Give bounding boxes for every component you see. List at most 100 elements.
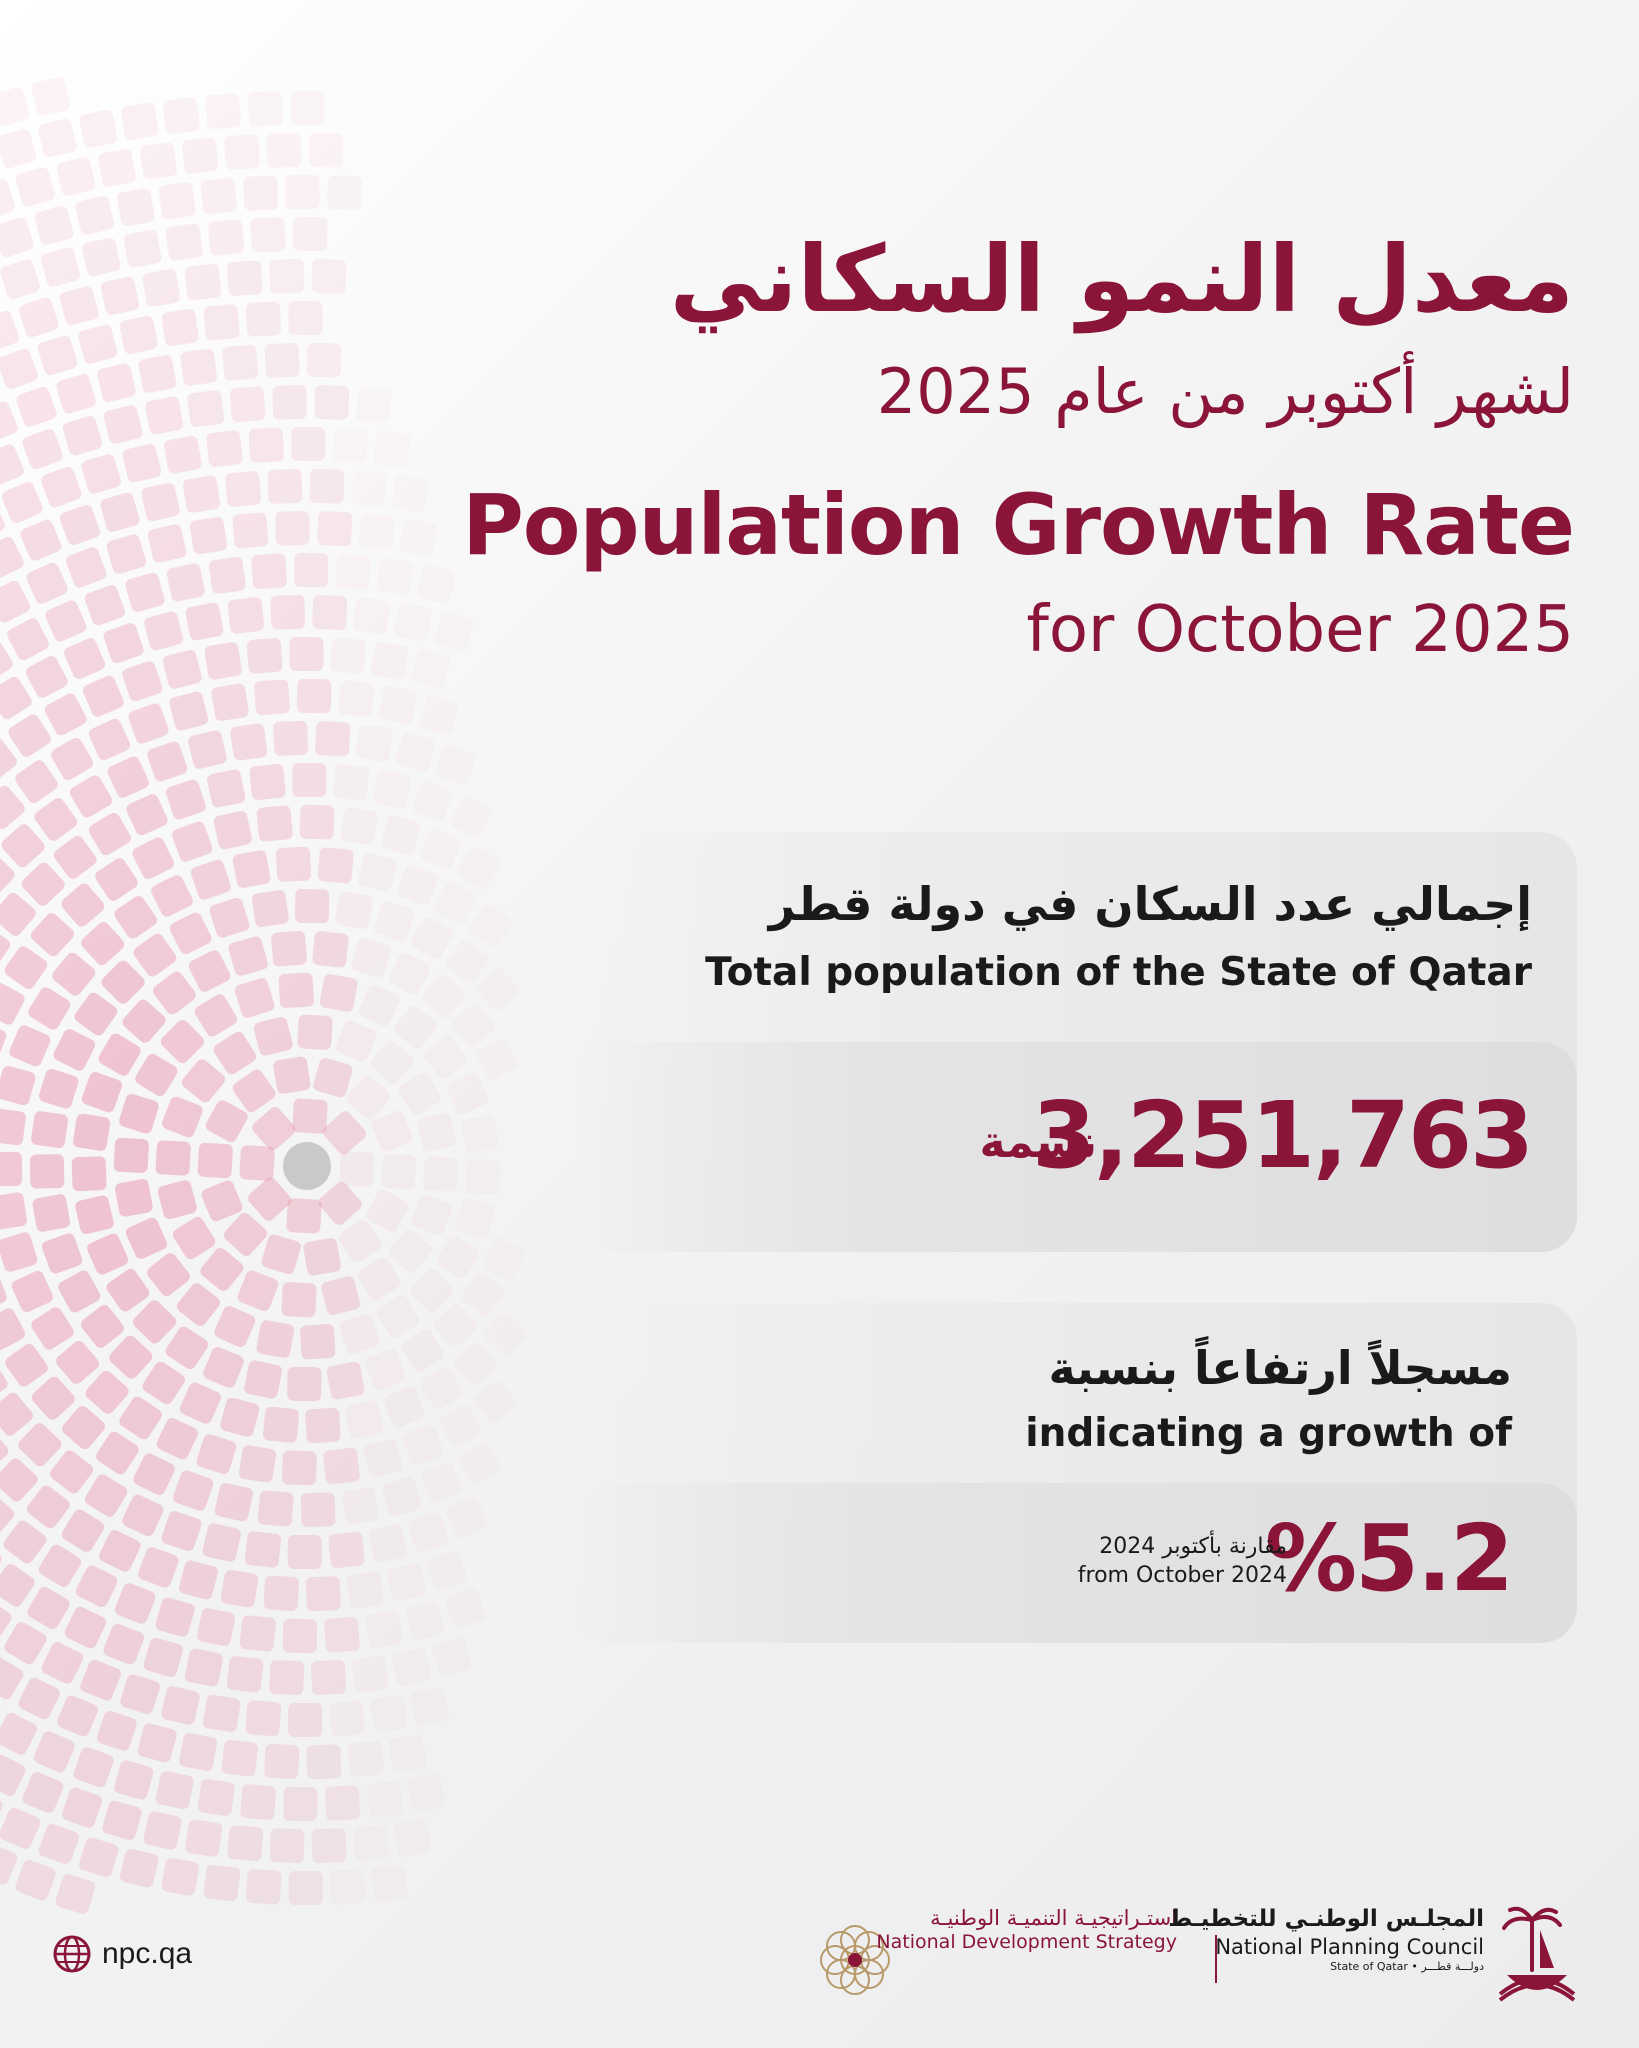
pattern-tile	[56, 157, 96, 196]
pattern-tile	[366, 1189, 409, 1232]
globe-icon	[53, 1935, 91, 1973]
pattern-tile	[88, 813, 131, 856]
pattern-tile	[276, 846, 311, 882]
pattern-tile	[288, 1702, 323, 1738]
pattern-tile	[80, 1304, 124, 1348]
pattern-tile	[311, 1828, 347, 1863]
pattern-tile	[290, 91, 325, 125]
pattern-tile	[164, 435, 202, 474]
pattern-tile	[455, 1198, 495, 1239]
growth-value: %5.2	[1264, 1505, 1514, 1612]
pattern-tile	[56, 1340, 100, 1384]
pattern-tile	[0, 1392, 33, 1436]
pattern-tile	[163, 97, 200, 134]
pattern-tile	[317, 847, 354, 884]
pattern-tile	[32, 1194, 71, 1232]
pattern-tile	[141, 482, 180, 522]
pattern-tile	[389, 1229, 432, 1273]
pattern-tile	[137, 1723, 177, 1763]
pattern-tile	[197, 1779, 235, 1816]
pattern-tile	[483, 1312, 527, 1356]
website-link[interactable]: npc.qa	[52, 1934, 192, 1974]
pattern-tile	[0, 676, 32, 720]
pattern-tile	[109, 1335, 153, 1379]
pattern-tile	[234, 978, 275, 1018]
pattern-tile	[151, 875, 193, 917]
pattern-tile	[102, 1800, 142, 1840]
pattern-tile	[114, 1583, 156, 1624]
pattern-tile	[31, 77, 70, 116]
pattern-tile	[332, 427, 368, 463]
pattern-tile	[128, 703, 169, 744]
pattern-tile	[45, 600, 87, 642]
pattern-tile	[396, 732, 435, 772]
pattern-tile	[275, 510, 310, 546]
pattern-tile	[293, 216, 328, 252]
pattern-tile	[165, 1326, 209, 1370]
pattern-tile	[155, 1597, 195, 1637]
pattern-tile	[41, 467, 82, 508]
title-arabic: معدل النمو السكاني	[669, 226, 1574, 333]
pattern-tile	[122, 661, 163, 702]
pattern-tile	[126, 794, 168, 836]
pattern-tile	[205, 93, 242, 130]
pattern-tile	[326, 1361, 365, 1400]
pattern-tile	[114, 895, 158, 939]
pattern-tile	[74, 992, 118, 1036]
pattern-tile	[22, 429, 63, 470]
pattern-tile	[81, 1072, 122, 1113]
pattern-tile	[330, 1869, 366, 1905]
pattern-tile	[20, 519, 62, 561]
pattern-tile	[411, 917, 454, 960]
pattern-tile	[0, 1754, 26, 1796]
pattern-tile	[300, 1492, 336, 1528]
pattern-tile	[411, 1194, 452, 1236]
pattern-tile	[11, 1270, 53, 1313]
pattern-tile	[264, 1744, 300, 1779]
pattern-tile	[98, 1033, 141, 1076]
pattern-tile	[144, 611, 184, 651]
growth-label-arabic: مسجلاً ارتفاعاً بنسبة	[1048, 1341, 1512, 1395]
pattern-tile	[38, 1544, 82, 1587]
pattern-tile	[256, 805, 293, 842]
pattern-tile	[214, 1483, 253, 1522]
pattern-tile	[370, 1041, 414, 1084]
pattern-tile	[62, 1406, 106, 1450]
pattern-tile	[211, 683, 249, 721]
pattern-tile	[122, 999, 166, 1043]
pattern-tile	[0, 1458, 38, 1502]
pattern-tile	[353, 597, 390, 635]
pattern-tile	[288, 300, 323, 336]
pattern-tile	[245, 301, 282, 337]
pattern-tile	[424, 1035, 467, 1079]
pattern-tile	[420, 828, 462, 870]
pattern-tile	[133, 933, 177, 977]
pattern-tile	[185, 1819, 223, 1857]
pattern-tile	[34, 205, 74, 245]
pattern-tile	[397, 864, 438, 906]
pattern-tile	[29, 1154, 65, 1189]
pattern-tile	[158, 182, 196, 220]
pattern-tile	[75, 196, 114, 235]
pattern-tile	[394, 1005, 437, 1049]
pattern-tile	[232, 512, 269, 549]
pattern-tile	[0, 1712, 37, 1755]
pattern-tile	[27, 1586, 70, 1630]
pattern-tile	[113, 1137, 149, 1174]
pattern-tile	[346, 1571, 384, 1609]
pattern-tile	[465, 1158, 501, 1195]
pattern-tile	[87, 1233, 129, 1275]
pattern-tile	[291, 426, 326, 462]
pattern-tile	[25, 656, 68, 698]
nds-rosette-logo	[820, 1925, 890, 1995]
pattern-tile	[8, 714, 51, 757]
pattern-tile	[38, 1823, 79, 1865]
pattern-tile	[214, 1305, 256, 1348]
pattern-tile	[351, 937, 391, 978]
pattern-tile	[125, 1217, 168, 1259]
pattern-tile	[355, 724, 394, 762]
pattern-tile	[445, 1588, 486, 1629]
pattern-tile	[366, 1781, 403, 1818]
pattern-tile	[288, 1870, 323, 1906]
